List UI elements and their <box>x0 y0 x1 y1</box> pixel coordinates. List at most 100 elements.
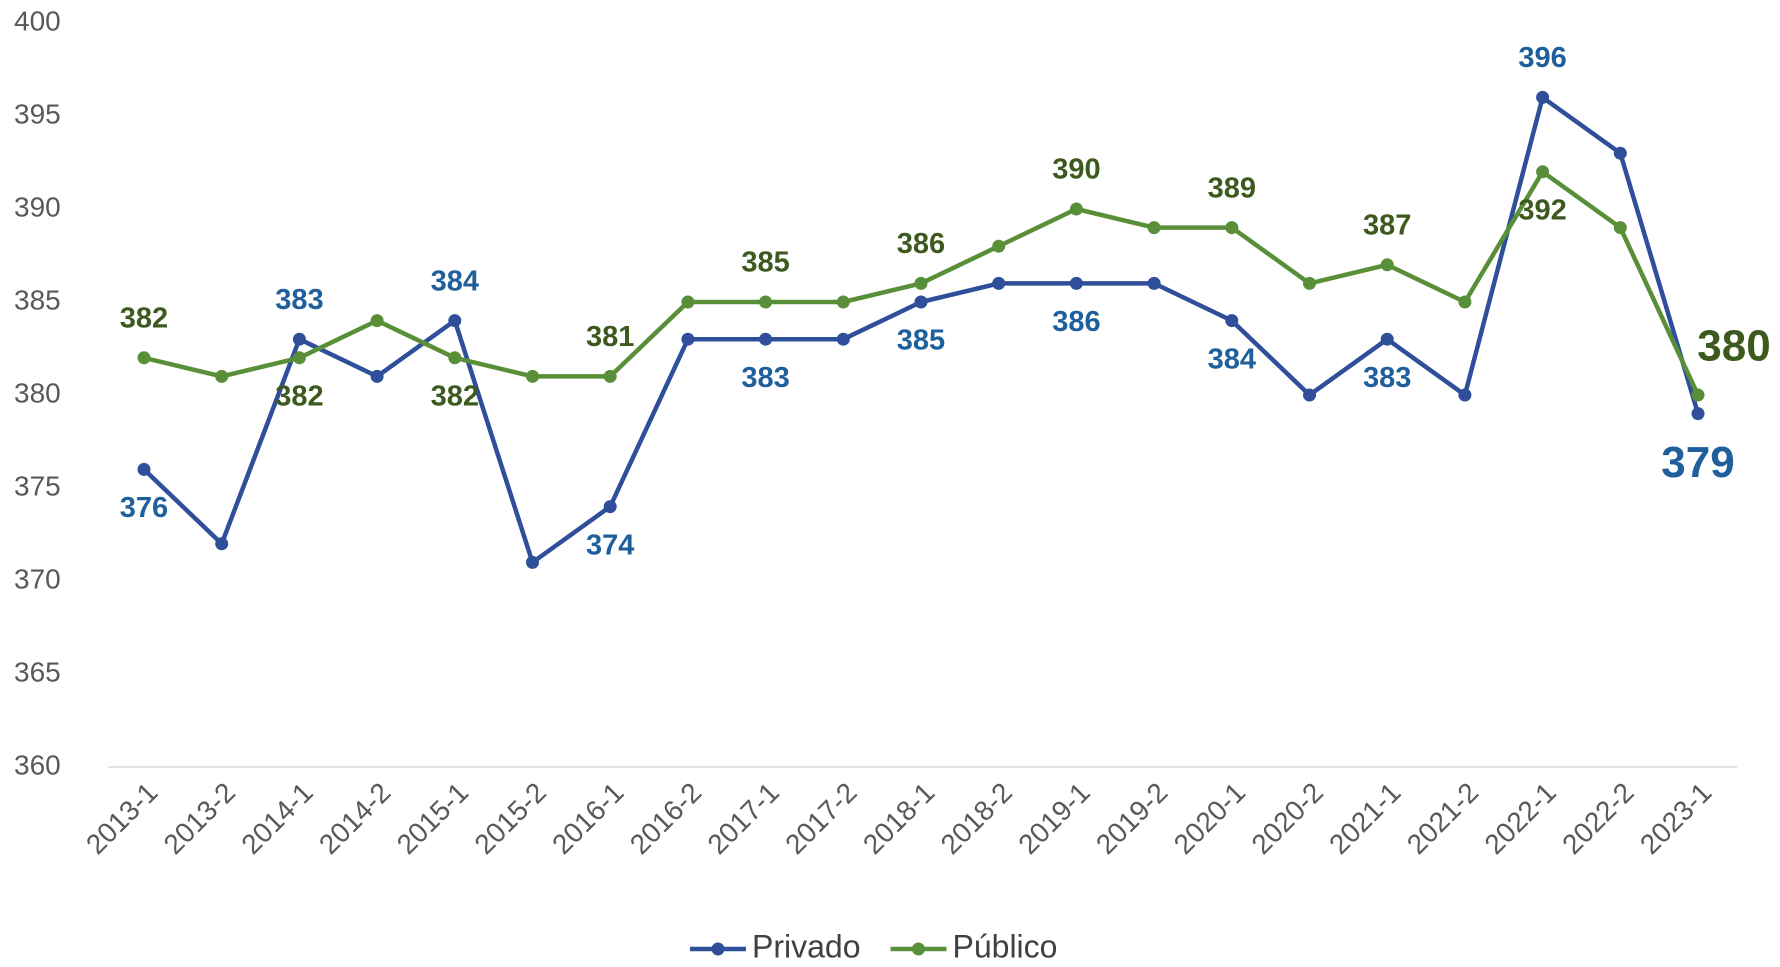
series-marker <box>370 369 384 383</box>
series-marker <box>992 276 1006 290</box>
legend-label: Público <box>953 928 1058 964</box>
series-marker <box>1303 276 1316 290</box>
x-tick-label: 2017-1 <box>701 777 785 861</box>
y-tick-label: 375 <box>14 470 61 501</box>
series-marker <box>526 555 539 569</box>
data-label: 387 <box>1363 209 1411 241</box>
legend-marker <box>912 942 925 956</box>
x-tick-label: 2015-2 <box>468 777 552 861</box>
legend-marker <box>711 942 725 956</box>
y-tick-label: 385 <box>14 284 61 315</box>
series-marker <box>836 332 850 346</box>
legend: Privado Público <box>690 928 1057 964</box>
x-tick-label: 2014-1 <box>235 777 319 861</box>
data-label: 384 <box>431 265 479 297</box>
series-marker <box>1458 295 1472 309</box>
series-marker <box>1147 276 1161 290</box>
series-marker <box>914 295 928 309</box>
y-tick-label: 365 <box>14 656 61 687</box>
data-label: 379 <box>1661 438 1734 487</box>
series-marker <box>137 351 151 365</box>
series-marker <box>914 276 928 290</box>
data-label: 383 <box>275 284 323 316</box>
series-marker <box>836 295 850 309</box>
data-label: 374 <box>586 529 634 561</box>
data-label: 396 <box>1518 42 1566 74</box>
y-tick-label: 400 <box>14 5 61 36</box>
x-tick-label: 2018-2 <box>935 777 1019 861</box>
data-label: 384 <box>1208 343 1256 375</box>
x-tick-label: 2019-1 <box>1012 777 1096 861</box>
series-marker <box>292 332 306 346</box>
data-label: 386 <box>897 228 945 260</box>
data-label: 383 <box>741 362 789 394</box>
data-label: 383 <box>1363 362 1411 394</box>
x-tick-label: 2015-1 <box>391 777 475 861</box>
series-marker <box>681 295 695 309</box>
series-marker <box>603 369 617 383</box>
data-label: 376 <box>120 492 168 524</box>
series-marker <box>681 332 695 346</box>
x-tick-label: 2021-1 <box>1323 777 1407 861</box>
legend-label: Privado <box>752 928 861 964</box>
series-marker <box>1691 388 1705 402</box>
x-tick-label: 2014-2 <box>313 777 397 861</box>
data-label: 381 <box>586 321 634 353</box>
series-marker <box>1069 276 1083 290</box>
series-marker <box>137 462 151 476</box>
series-marker <box>1613 146 1627 160</box>
series-marker <box>1380 332 1394 346</box>
series-marker <box>448 351 462 365</box>
x-tick-label: 2018-1 <box>857 777 941 861</box>
series-marker <box>1225 221 1239 235</box>
series-marker <box>526 369 539 383</box>
series-marker <box>292 351 306 365</box>
series-marker <box>1147 221 1161 235</box>
series-marker <box>759 295 773 309</box>
x-tick-label: 2013-1 <box>80 777 164 861</box>
data-label: 390 <box>1052 154 1100 186</box>
series-marker <box>1303 388 1316 402</box>
series-marker <box>759 332 773 346</box>
y-tick-label: 395 <box>14 98 61 129</box>
x-tick-label: 2013-2 <box>158 777 242 861</box>
data-label: 382 <box>275 380 323 412</box>
x-tick-label: 2022-2 <box>1556 777 1640 861</box>
series-marker <box>603 500 617 514</box>
series-marker <box>1613 221 1627 235</box>
x-tick-label: 2016-1 <box>546 777 630 861</box>
data-label: 386 <box>1052 306 1100 338</box>
x-tick-label: 2020-1 <box>1168 777 1252 861</box>
series-marker <box>992 239 1006 253</box>
data-label: 385 <box>897 325 945 357</box>
series-marker <box>370 314 384 328</box>
series-marker <box>1069 202 1083 216</box>
x-tick-label: 2020-2 <box>1245 777 1329 861</box>
series-marker <box>1536 90 1550 104</box>
data-label: 392 <box>1518 194 1566 226</box>
series-marker <box>1225 314 1239 328</box>
x-tick-label: 2023-1 <box>1634 777 1718 861</box>
x-tick-label: 2021-2 <box>1401 777 1485 861</box>
x-tick-label: 2019-2 <box>1090 777 1174 861</box>
data-label: 382 <box>431 380 479 412</box>
x-tick-label: 2022-1 <box>1478 777 1562 861</box>
series-marker <box>215 369 229 383</box>
data-label: 389 <box>1208 172 1256 204</box>
series-marker <box>1536 165 1550 179</box>
series-marker <box>448 314 462 328</box>
y-tick-label: 390 <box>14 191 61 222</box>
y-tick-label: 380 <box>14 377 61 408</box>
data-label: 385 <box>741 247 789 279</box>
y-tick-label: 360 <box>14 749 61 780</box>
data-label: 382 <box>120 302 168 334</box>
x-tick-label: 2016-2 <box>624 777 708 861</box>
series-marker <box>1458 388 1472 402</box>
data-label: 380 <box>1697 322 1770 371</box>
series-marker <box>1380 258 1394 272</box>
series-marker <box>1691 407 1705 421</box>
x-tick-label: 2017-2 <box>779 777 863 861</box>
y-tick-label: 370 <box>14 563 61 594</box>
